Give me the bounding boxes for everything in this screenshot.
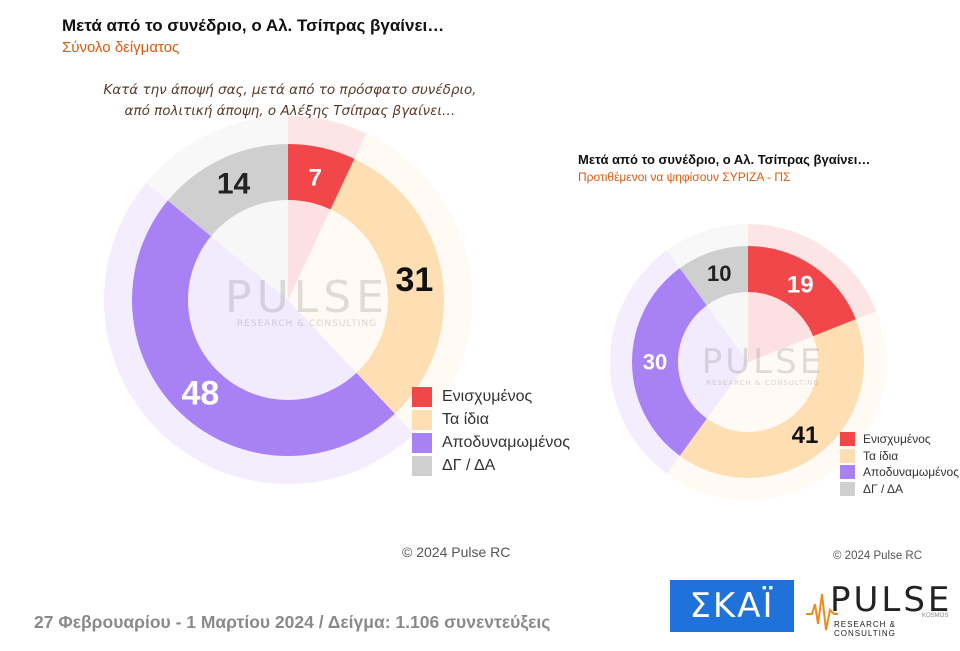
legend-swatch	[412, 409, 432, 430]
legend-right: Ενισχυμένος Τα ίδια Αποδυναμωμένος ΔΓ / …	[840, 431, 959, 497]
legend-label: Τα ίδια	[863, 448, 899, 463]
center-dg-da	[210, 200, 288, 300]
pulse-logo-word: PULSE	[830, 580, 953, 620]
value-label-enischymenos: 7	[309, 165, 322, 192]
halo-dg-da	[146, 116, 288, 201]
slice-dg-da	[167, 144, 288, 237]
legend-label: Αποδυναμωμένος	[863, 465, 959, 480]
slice-ta-idia	[679, 319, 864, 479]
legend-item: Αποδυναμωμένος	[412, 431, 570, 454]
center-apodynamomenos	[188, 236, 357, 400]
copyright-center: © 2024 Pulse RC	[402, 544, 511, 560]
value-label-ta-idia: 31	[396, 261, 434, 299]
legend-label: Ενισχυμένος	[863, 432, 931, 447]
halo-apodynamomenos	[610, 250, 680, 474]
slice-enischymenos	[748, 246, 856, 337]
value-label-enischymenos: 19	[787, 272, 814, 299]
right-chart-title: Μετά από το συνέδριο, ο Αλ. Τσίπρας βγαί…	[578, 152, 871, 167]
halo-enischymenos	[748, 224, 877, 320]
legend-swatch	[412, 455, 432, 476]
legend-item: Ενισχυμένος	[840, 431, 959, 448]
legend-item: ΔΓ / ΔΑ	[840, 481, 959, 498]
legend-item: Αποδυναμωμένος	[840, 464, 959, 481]
center-ta-idia	[288, 209, 388, 373]
watermark-left: PULSE RESEARCH & CONSULTING	[222, 272, 392, 329]
legend-label: Τα ίδια	[442, 410, 489, 428]
donut-chart-total-sample: 7 31 48 14	[104, 116, 473, 484]
center-dg-da	[706, 292, 748, 362]
legend-swatch	[840, 432, 855, 447]
legend-left: Ενισχυμένος Τα ίδια Αποδυναμωμένος ΔΓ / …	[412, 385, 570, 477]
question-line-1: Κατά την άποψή σας, μετά από το πρόσφατο…	[103, 82, 477, 98]
halo-enischymenos	[288, 116, 367, 159]
pulse-logo-tagline: RESEARCH & CONSULTING	[834, 620, 897, 638]
value-label-dg-da: 14	[217, 168, 251, 201]
center-ta-idia	[706, 336, 818, 433]
slice-apodynamomenos	[131, 200, 395, 457]
value-label-apodynamomenos: 48	[181, 374, 219, 412]
copyright-right: © 2024 Pulse RC	[833, 550, 923, 562]
legend-swatch	[840, 465, 855, 480]
page-subtitle: Σύνολο δείγματος	[62, 39, 180, 56]
legend-item: Τα ίδια	[412, 408, 570, 431]
legend-swatch	[840, 481, 855, 496]
pulse-logo: PULSE KOSMOS RESEARCH & CONSULTING	[804, 580, 953, 638]
center-enischymenos	[288, 200, 331, 300]
skai-logo: ΣΚΑΪ	[670, 580, 794, 632]
halo-ta-idia	[666, 311, 886, 500]
slice-enischymenos	[288, 144, 355, 210]
legend-label: Ενισχυμένος	[442, 387, 533, 405]
legend-swatch	[412, 432, 432, 453]
right-chart-subtitle: Προτιθέμενοι να ψηφίσουν ΣΥΡΙΖΑ - ΠΣ	[578, 170, 791, 184]
question-line-2: από πολιτική άποψη, ο Αλέξης Τσίπρας βγα…	[124, 103, 456, 119]
page-title: Μετά από το συνέδριο, ο Αλ. Τσίπρας βγαί…	[62, 16, 445, 35]
watermark-left-word: PULSE	[225, 272, 389, 323]
legend-item: Ενισχυμένος	[412, 385, 570, 408]
watermark-left-tagline: RESEARCH & CONSULTING	[236, 319, 378, 329]
survey-question: Κατά την άποψή σας, μετά από το πρόσφατο…	[80, 80, 500, 122]
halo-ta-idia	[354, 133, 473, 435]
footer-fieldwork-info: 27 Φεβρουαρίου - 1 Μαρτίου 2024 / Δείγμα…	[34, 612, 551, 632]
watermark-right: PULSE RESEARCH & CONSULTING	[700, 342, 826, 387]
halo-apodynamomenos	[104, 182, 414, 484]
legend-label: ΔΓ / ΔΑ	[442, 456, 496, 474]
value-label-apodynamomenos: 30	[643, 350, 667, 375]
pulse-logo-wave-icon	[806, 593, 838, 631]
legend-swatch	[412, 386, 432, 407]
legend-label: Αποδυναμωμένος	[442, 433, 570, 451]
slice-dg-da	[679, 246, 748, 306]
legend-swatch	[840, 448, 855, 463]
legend-item: ΔΓ / ΔΑ	[412, 454, 570, 477]
slice-apodynamomenos	[631, 268, 707, 456]
legend-item: Τα ίδια	[840, 448, 959, 465]
center-apodynamomenos	[678, 305, 748, 419]
pulse-logo-small: KOSMOS	[922, 613, 949, 619]
legend-label: ΔΓ / ΔΑ	[863, 481, 903, 496]
watermark-right-word: PULSE	[701, 342, 825, 382]
value-label-dg-da: 10	[707, 261, 731, 286]
donut-chart-syriza-voters: 19 41 30 10	[610, 224, 886, 500]
watermark-right-tagline: RESEARCH & CONSULTING	[706, 379, 820, 387]
center-enischymenos	[748, 292, 814, 362]
halo-dg-da	[666, 224, 748, 269]
slice-ta-idia	[330, 158, 444, 414]
value-label-ta-idia: 41	[792, 422, 819, 449]
